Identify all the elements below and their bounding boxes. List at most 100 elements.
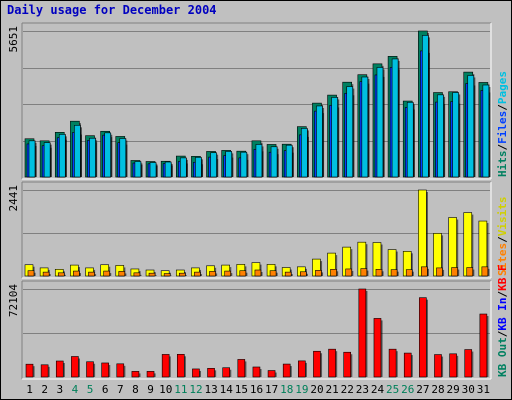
bar-sites xyxy=(42,271,50,277)
bar-shadow xyxy=(306,273,308,276)
legend-item: Sites xyxy=(496,243,509,276)
bar-shadow xyxy=(123,365,126,377)
bar-sites xyxy=(315,270,322,277)
bar-shadow xyxy=(230,273,233,276)
x-tick-label: 27 xyxy=(416,383,429,396)
bar-pages xyxy=(179,157,187,178)
bar-visits xyxy=(463,212,473,277)
bar-shadow xyxy=(305,362,307,377)
legend-item: Hits xyxy=(496,151,509,178)
x-tick-label: 12 xyxy=(189,383,202,396)
bar-sites xyxy=(224,270,231,277)
bar-shadow xyxy=(169,356,171,377)
bar-shadow xyxy=(292,147,294,177)
x-tick-label: 18 xyxy=(280,383,293,396)
x-tick-label: 20 xyxy=(310,383,323,396)
x-tick-label: 6 xyxy=(102,383,109,396)
bar-sites xyxy=(254,269,262,277)
bar-shadow xyxy=(184,356,186,377)
bar-shadow xyxy=(486,223,489,276)
bar-kb xyxy=(343,351,352,378)
bar-pages xyxy=(301,128,308,178)
bar-sites xyxy=(451,267,458,277)
bar-shadow xyxy=(458,94,461,177)
bar-kb xyxy=(86,361,94,378)
bar-shadow xyxy=(471,214,474,276)
x-tick-label: 21 xyxy=(326,383,339,396)
bar-pages xyxy=(255,144,263,178)
x-tick-label: 25 xyxy=(386,383,399,396)
bar-shadow xyxy=(48,366,50,377)
bar-pages xyxy=(134,161,142,178)
x-tick-label: 28 xyxy=(431,383,444,396)
bar-shadow xyxy=(380,244,383,276)
bar-shadow xyxy=(365,244,368,276)
bar-pages xyxy=(104,132,111,178)
x-tick-label: 14 xyxy=(220,383,234,396)
bar-shadow xyxy=(413,104,415,177)
bar-shadow xyxy=(109,273,112,276)
legend-item: Files xyxy=(496,111,509,144)
bar-shadow xyxy=(108,364,111,377)
bar-shadow xyxy=(64,274,66,276)
bar-shadow xyxy=(260,272,263,276)
bar-pages xyxy=(74,125,81,178)
legend-visits-sites: Sites/Visits xyxy=(496,197,509,277)
bar-sites xyxy=(269,270,277,277)
bar-sites xyxy=(118,271,126,277)
bar-shadow xyxy=(322,107,325,177)
bar-kb xyxy=(479,313,488,378)
bar-shadow xyxy=(380,320,383,377)
bar-kb xyxy=(328,348,336,378)
bar-shadow xyxy=(276,272,278,276)
bar-pages xyxy=(467,75,475,178)
bar-visits xyxy=(448,217,457,277)
bar-pages xyxy=(422,35,429,178)
bar-sites xyxy=(163,273,171,277)
bar-shadow xyxy=(138,373,141,377)
bar-shadow xyxy=(441,235,444,276)
bar-sites xyxy=(330,269,337,277)
bar-kb xyxy=(282,363,291,378)
bar-shadow xyxy=(398,60,400,177)
x-tick-label: 15 xyxy=(235,383,248,396)
bar-pages xyxy=(376,67,384,178)
bar-kb xyxy=(252,366,261,378)
legend-separator: / xyxy=(496,144,509,151)
bar-pages xyxy=(452,92,459,178)
bar-pages xyxy=(285,144,293,178)
bar-shadow xyxy=(244,361,247,377)
bar-pages xyxy=(361,76,369,178)
bar-shadow xyxy=(140,163,143,177)
x-tick-label: 10 xyxy=(159,383,172,396)
bar-kb xyxy=(237,359,246,378)
bar-shadow xyxy=(154,373,156,377)
bar-shadow xyxy=(443,96,446,177)
bar-shadow xyxy=(335,351,338,377)
bar-pages xyxy=(331,97,338,178)
bar-pages xyxy=(28,140,36,178)
bar-shadow xyxy=(124,273,127,276)
x-tick-label: 31 xyxy=(477,383,490,396)
bar-pages xyxy=(195,157,202,178)
bar-sites xyxy=(27,270,35,277)
bar-pages xyxy=(406,102,414,178)
bar-shadow xyxy=(320,353,323,377)
bar-shadow xyxy=(65,136,67,177)
legend-item: KB F xyxy=(496,264,509,291)
bar-shadow xyxy=(337,99,340,177)
bar-shadow xyxy=(275,372,277,377)
bar-shadow xyxy=(472,269,475,276)
bar-shadow xyxy=(199,370,202,377)
bar-pages xyxy=(240,151,248,178)
bar-shadow xyxy=(427,268,429,276)
bar-shadow xyxy=(95,140,98,177)
bar-sites xyxy=(345,268,353,277)
bar-shadow xyxy=(411,355,413,377)
x-tick-label: 29 xyxy=(447,383,460,396)
x-tick-label: 3 xyxy=(57,383,64,396)
legend-kbytes: KB Out/KB In/KB F xyxy=(496,264,509,377)
bar-sites xyxy=(360,268,368,277)
bar-kb xyxy=(403,352,412,378)
